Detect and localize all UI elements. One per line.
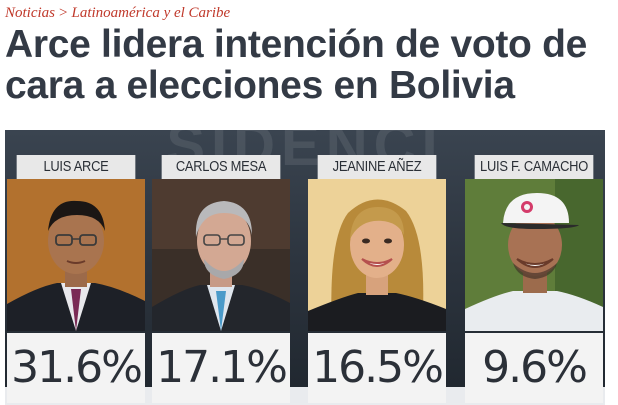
candidate-name: JEANINE AÑEZ bbox=[317, 155, 437, 179]
portrait-jeanine-anez-icon bbox=[308, 179, 446, 331]
candidate-percent: 17.1% bbox=[152, 333, 290, 403]
candidate-card-mesa: CARLOS MESA 17.1% bbox=[152, 155, 290, 403]
breadcrumb-separator: > bbox=[59, 5, 68, 21]
portrait-carlos-mesa-icon bbox=[152, 179, 290, 331]
candidate-card-camacho: LUIS F. CAMACHO 9.6% bbox=[465, 155, 603, 403]
candidate-name: CARLOS MESA bbox=[161, 155, 281, 179]
candidate-percent: 31.6% bbox=[7, 333, 145, 403]
breadcrumb-subsection-link[interactable]: Latinoamérica y el Caribe bbox=[71, 5, 231, 21]
candidate-card-anez: JEANINE AÑEZ 16.5% bbox=[308, 155, 446, 403]
article-headline: Arce lidera intención de voto de cara a … bbox=[5, 23, 588, 107]
candidate-percent: 16.5% bbox=[308, 333, 446, 403]
breadcrumb: Noticias > Latinoamérica y el Caribe bbox=[5, 3, 230, 23]
poll-graphic: SIDENCI LUIS ARCE 31.6% CARLOS MESA bbox=[5, 130, 605, 405]
portrait-luis-arce-icon bbox=[7, 179, 145, 331]
portrait-luis-camacho-icon bbox=[465, 179, 603, 331]
candidate-name: LUIS F. CAMACHO bbox=[474, 155, 594, 179]
candidate-percent: 9.6% bbox=[465, 333, 603, 403]
breadcrumb-section-link[interactable]: Noticias bbox=[5, 5, 56, 21]
candidate-name: LUIS ARCE bbox=[16, 155, 136, 179]
candidate-card-arce: LUIS ARCE 31.6% bbox=[7, 155, 145, 403]
